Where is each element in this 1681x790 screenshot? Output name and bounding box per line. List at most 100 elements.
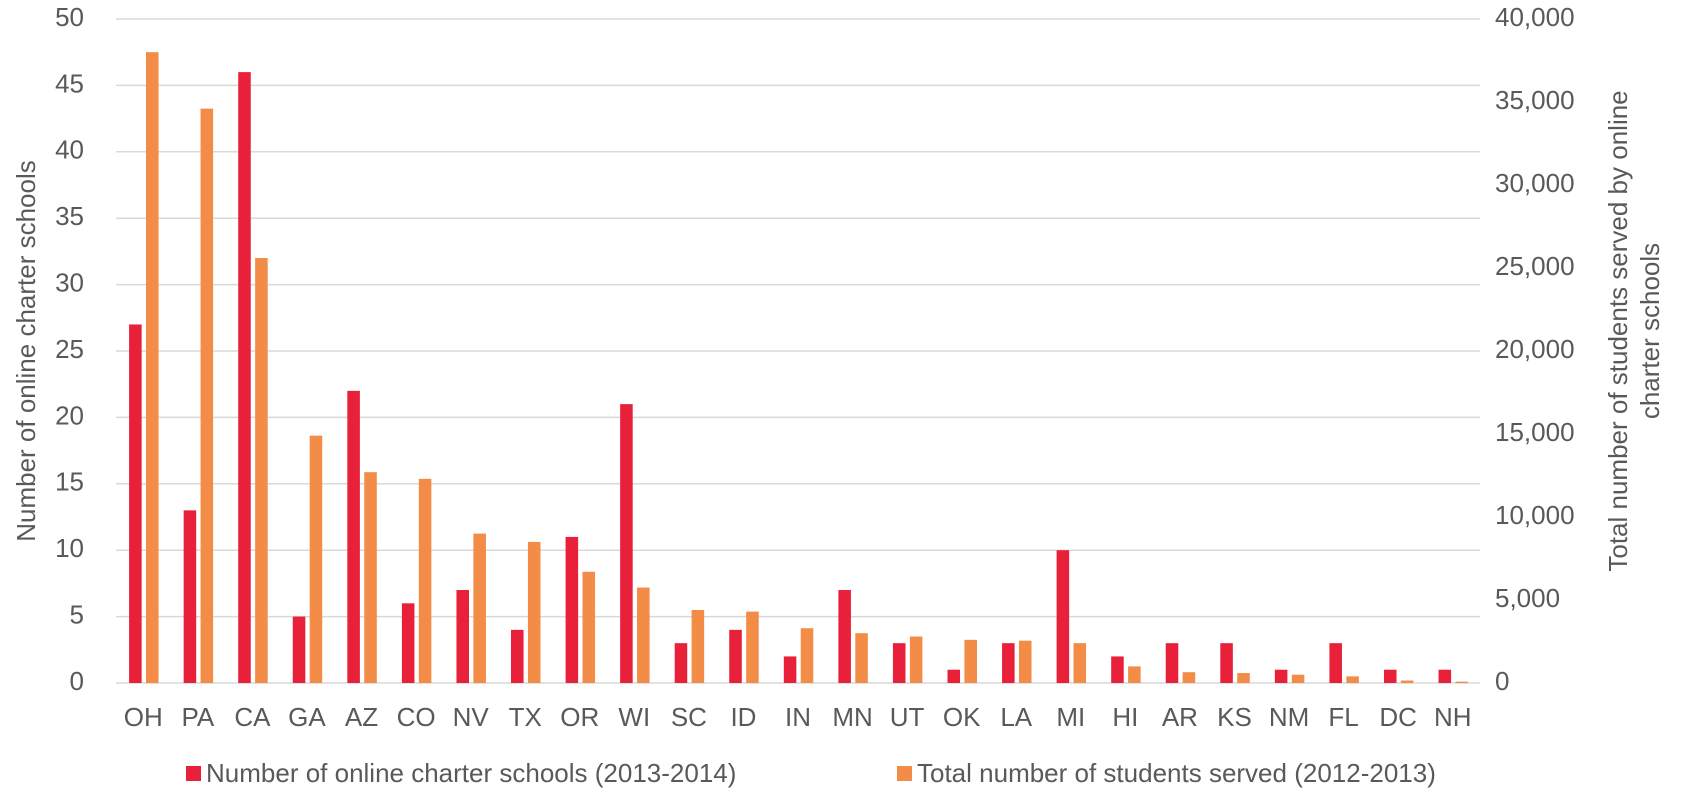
bar	[691, 609, 705, 683]
bar	[1111, 656, 1124, 683]
y2-tick-label: 15,000	[1495, 417, 1575, 447]
y2-axis-title: Total number of students served by onlin…	[1603, 90, 1633, 571]
x-tick-label: IN	[785, 702, 811, 732]
bar	[1165, 643, 1179, 683]
bar	[292, 616, 306, 683]
x-tick-label: AZ	[345, 702, 378, 732]
x-tick-label: MN	[832, 702, 872, 732]
bar	[1220, 643, 1233, 683]
bar	[746, 611, 759, 683]
bar	[200, 108, 214, 683]
y2-tick-label: 20,000	[1495, 334, 1575, 364]
x-tick-label: PA	[181, 702, 214, 732]
bar	[892, 643, 906, 683]
x-tick-label: AR	[1162, 702, 1198, 732]
bar	[1002, 643, 1015, 683]
bar	[1128, 666, 1141, 683]
bar	[1455, 681, 1468, 683]
bar	[364, 472, 377, 683]
y2-tick-label: 10,000	[1495, 500, 1575, 530]
bar	[183, 510, 197, 683]
bar	[129, 324, 142, 683]
x-tick-label: ID	[730, 702, 756, 732]
legend-label: Number of online charter schools (2013-2…	[206, 758, 736, 788]
y-tick-label: 35	[55, 201, 84, 231]
y-tick-label: 45	[55, 68, 84, 98]
bar	[1018, 640, 1032, 683]
y2-tick-label: 35,000	[1495, 85, 1575, 115]
x-tick-label: FL	[1328, 702, 1358, 732]
bar	[582, 571, 596, 683]
bar	[674, 643, 688, 683]
x-tick-label: OR	[560, 702, 599, 732]
x-tick-label: NH	[1434, 702, 1472, 732]
bar	[511, 629, 524, 683]
bar	[418, 478, 432, 683]
bar	[964, 639, 977, 683]
x-tick-label: SC	[671, 702, 707, 732]
x-tick-label: NV	[453, 702, 490, 732]
bar	[838, 590, 851, 683]
bar	[855, 633, 868, 683]
y-tick-label: 50	[55, 2, 84, 32]
x-tick-label: MI	[1056, 702, 1085, 732]
bar	[1274, 669, 1288, 683]
y-axis-title: Number of online charter schools	[11, 160, 41, 542]
y2-axis-title: charter schools	[1635, 243, 1665, 419]
x-tick-label: UT	[890, 702, 925, 732]
y-tick-label: 0	[70, 666, 84, 696]
bar	[620, 404, 633, 683]
bar	[238, 72, 251, 684]
x-tick-label: OK	[943, 702, 981, 732]
bar	[1056, 550, 1070, 683]
bar	[947, 669, 961, 683]
bar	[401, 603, 415, 683]
legend-label: Total number of students served (2012-20…	[917, 758, 1436, 788]
bar	[146, 52, 159, 683]
x-tick-label: CO	[397, 702, 436, 732]
y-tick-label: 10	[55, 533, 84, 563]
y-tick-label: 5	[70, 599, 84, 629]
bar	[1291, 674, 1305, 683]
bar	[1182, 672, 1196, 683]
bar	[1438, 669, 1452, 683]
y-tick-label: 30	[55, 267, 84, 297]
bar	[1073, 643, 1087, 683]
legend-swatch	[897, 766, 912, 781]
x-tick-label: KS	[1217, 702, 1252, 732]
bar	[1329, 643, 1342, 683]
bar	[909, 636, 923, 683]
y2-tick-label: 0	[1495, 666, 1509, 696]
y2-tick-label: 25,000	[1495, 251, 1575, 281]
bar	[255, 258, 268, 683]
legend-swatch	[186, 766, 201, 781]
x-tick-label: CA	[234, 702, 271, 732]
y-tick-label: 25	[55, 334, 84, 364]
bar	[1346, 676, 1359, 683]
bar	[637, 587, 650, 683]
bar	[1400, 680, 1414, 683]
y2-tick-label: 30,000	[1495, 168, 1575, 198]
bar	[456, 590, 470, 683]
y-tick-label: 15	[55, 467, 84, 497]
bar	[800, 628, 814, 683]
x-tick-label: OH	[124, 702, 163, 732]
bar	[729, 629, 742, 683]
bar	[783, 656, 797, 683]
x-tick-label: LA	[1000, 702, 1032, 732]
y2-tick-label: 40,000	[1495, 2, 1575, 32]
bar	[309, 435, 323, 683]
y2-tick-label: 5,000	[1495, 583, 1560, 613]
x-tick-label: DC	[1379, 702, 1417, 732]
bar	[1237, 673, 1250, 683]
bar	[527, 541, 541, 683]
x-tick-label: NM	[1269, 702, 1309, 732]
bar	[1383, 669, 1397, 683]
x-tick-label: GA	[288, 702, 326, 732]
x-tick-label: WI	[618, 702, 650, 732]
bar	[565, 536, 579, 683]
y-tick-label: 40	[55, 135, 84, 165]
bar	[473, 533, 486, 683]
y-tick-label: 20	[55, 400, 84, 430]
